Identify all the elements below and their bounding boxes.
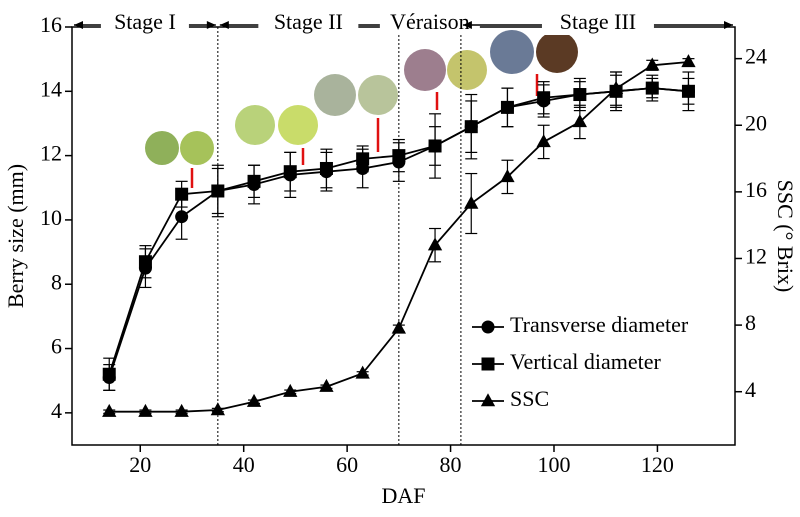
y2-tick-label: 8 [745, 310, 756, 335]
y-tick-label: 8 [51, 269, 62, 294]
marker [102, 403, 117, 417]
x-tick-label: 40 [233, 452, 255, 477]
marker [246, 393, 262, 407]
y2-tick-label: 16 [745, 177, 767, 202]
arrow-head [462, 21, 472, 29]
marker [138, 255, 152, 269]
y2-tick-label: 4 [745, 377, 756, 402]
marker [175, 210, 189, 224]
marker [356, 152, 370, 166]
marker [572, 114, 588, 128]
marker [573, 88, 587, 102]
legend-label: SSC [510, 386, 549, 411]
arrow-head [74, 21, 83, 29]
marker [464, 120, 478, 134]
y-tick-label: 14 [40, 76, 62, 101]
marker [211, 184, 225, 198]
y-tick-label: 12 [40, 141, 62, 166]
y-tick-label: 16 [40, 12, 62, 37]
y2-tick-label: 12 [745, 244, 767, 269]
marker [500, 100, 514, 114]
legend-marker [481, 357, 495, 371]
stage-label-bg [258, 13, 359, 35]
arrow-head [724, 21, 733, 29]
x-tick-label: 120 [641, 452, 674, 477]
y-tick-label: 10 [40, 205, 62, 230]
marker [464, 195, 479, 209]
legend-marker [480, 393, 496, 407]
marker [537, 91, 551, 105]
x-tick-label: 100 [537, 452, 570, 477]
marker [102, 367, 116, 381]
stage-label: Stage II [274, 9, 343, 34]
marker [175, 187, 189, 201]
marker [500, 169, 515, 183]
marker [427, 237, 443, 251]
marker [608, 80, 624, 94]
marker [428, 139, 442, 153]
marker [283, 165, 297, 179]
marker [645, 81, 659, 95]
x-tick-label: 80 [440, 452, 462, 477]
x-axis-title: DAF [381, 483, 425, 508]
stage-label-bg [100, 13, 189, 35]
marker [681, 84, 695, 98]
y-tick-label: 6 [51, 334, 62, 359]
photos [145, 30, 578, 188]
marker [210, 402, 225, 416]
marker [283, 383, 298, 397]
marker [536, 134, 551, 148]
stage-label: Stage I [114, 9, 176, 34]
stage-label-bg [379, 13, 480, 35]
marker [319, 378, 334, 392]
marker [681, 54, 696, 68]
y2-axis-title: SSC (° Brix) [773, 180, 798, 293]
stage-label: Stage III [560, 9, 636, 34]
y2-tick-label: 20 [745, 110, 767, 135]
marker [392, 149, 406, 163]
marker [319, 161, 333, 175]
legend-label: Transverse diameter [510, 312, 689, 337]
x-tick-label: 20 [129, 452, 151, 477]
arrow-head [219, 21, 229, 29]
y-axis-title: Berry size (mm) [3, 164, 28, 308]
marker [355, 365, 370, 379]
marker [174, 403, 189, 417]
marker [138, 403, 153, 417]
legend-label: Vertical diameter [510, 349, 662, 374]
stage-label-bg [541, 13, 654, 35]
stage-label: Véraison [390, 9, 469, 34]
x-tick-label: 60 [336, 452, 358, 477]
y-tick-label: 4 [51, 398, 62, 423]
marker [645, 57, 660, 71]
marker [391, 320, 406, 334]
arrow-head [206, 21, 216, 29]
y2-tick-label: 24 [745, 44, 767, 69]
marker [247, 174, 261, 188]
legend-marker [481, 320, 495, 334]
